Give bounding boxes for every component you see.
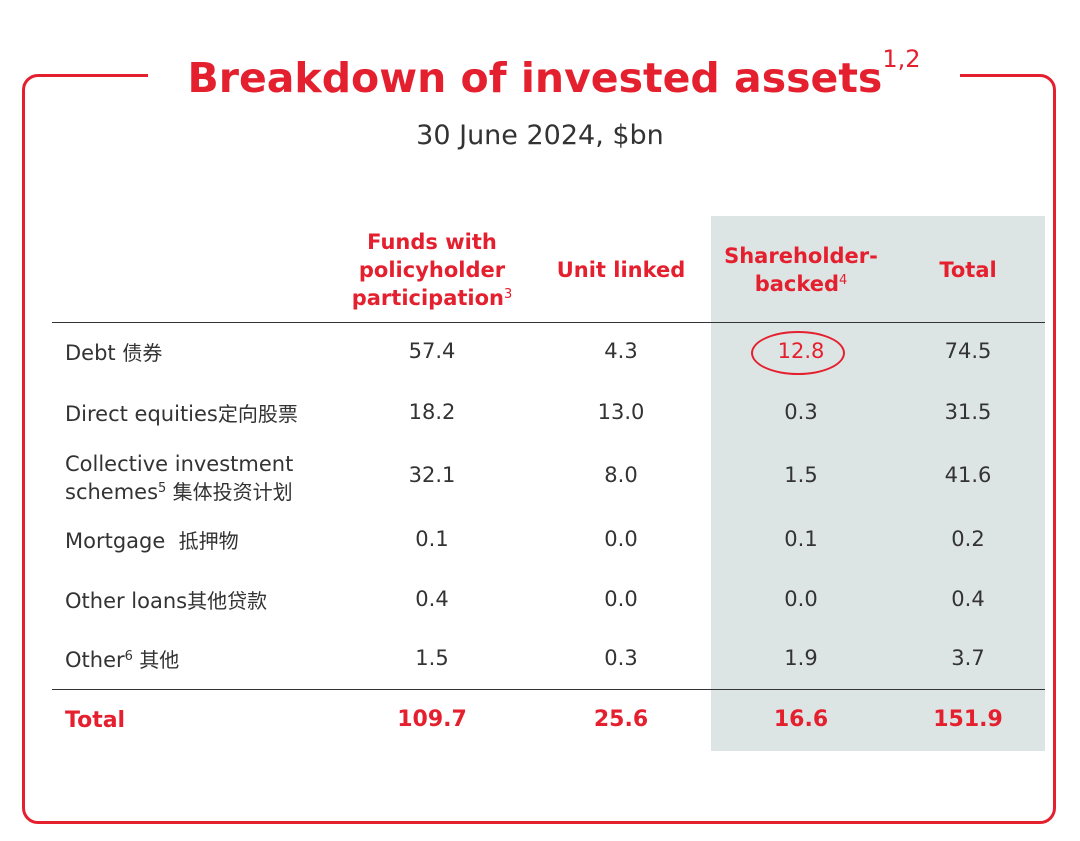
cell-shareholder-backed: 1.5 [784,463,818,487]
row-label: Direct equities定向股票 [65,402,298,426]
cell-funds-with-policyholder: 1.5 [415,646,449,670]
cell-unit-linked: 8.0 [604,463,638,487]
row-label: Debt 债券 [65,341,163,365]
cell-funds-with-policyholder: 109.7 [397,707,467,732]
row-label: Other loans其他贷款 [65,589,268,613]
cell-funds-with-policyholder: 0.1 [415,527,449,551]
cell-total: 74.5 [944,339,992,363]
subtitle: 30 June 2024, $bn [416,120,664,151]
title-footnote: 1,2 [882,45,921,73]
header-total: Total [939,258,997,282]
cell-funds-with-policyholder: 0.4 [415,587,449,611]
cell-unit-linked: 4.3 [604,339,638,363]
cell-shareholder-backed: 1.9 [784,646,818,670]
header-shareholder-backed: Shareholder- backed4 [724,244,878,296]
cell-funds-with-policyholder: 57.4 [408,339,456,363]
cell-total: 0.2 [951,527,985,551]
cell-shareholder-backed: 16.6 [773,707,829,732]
cell-unit-linked: 25.6 [593,707,649,732]
row-label-total: Total [65,708,126,733]
cell-unit-linked: 0.0 [604,587,638,611]
cell-unit-linked: 0.3 [604,646,638,670]
cell-shareholder-backed: 0.0 [784,587,818,611]
header-funds-with-policyholder: Funds with policyholder participation3 [351,230,513,310]
row-label: Other6 其他 [65,648,180,672]
cell-funds-with-policyholder: 18.2 [408,400,456,424]
cell-unit-linked: 0.0 [604,527,638,551]
total-divider [52,689,1045,690]
cell-total: 31.5 [944,400,992,424]
highlight-circle [751,331,845,375]
cell-funds-with-policyholder: 32.1 [408,463,456,487]
header-divider [52,322,1045,323]
cell-shareholder-backed: 0.3 [784,400,818,424]
cell-total: 151.9 [933,707,1003,732]
cell-unit-linked: 13.0 [597,400,645,424]
row-label: Collective investment schemes5 集体投资计划 [65,452,294,504]
cell-total: 0.4 [951,587,985,611]
shareholder-total-highlight [711,216,1045,751]
cell-total: 3.7 [951,646,985,670]
cell-total: 41.6 [944,463,992,487]
header-unit-linked: Unit linked [556,258,686,282]
row-label: Mortgage 抵押物 [65,529,239,553]
cell-shareholder-backed: 0.1 [784,527,818,551]
page-title: Breakdown of invested assets1,2 [148,45,960,108]
